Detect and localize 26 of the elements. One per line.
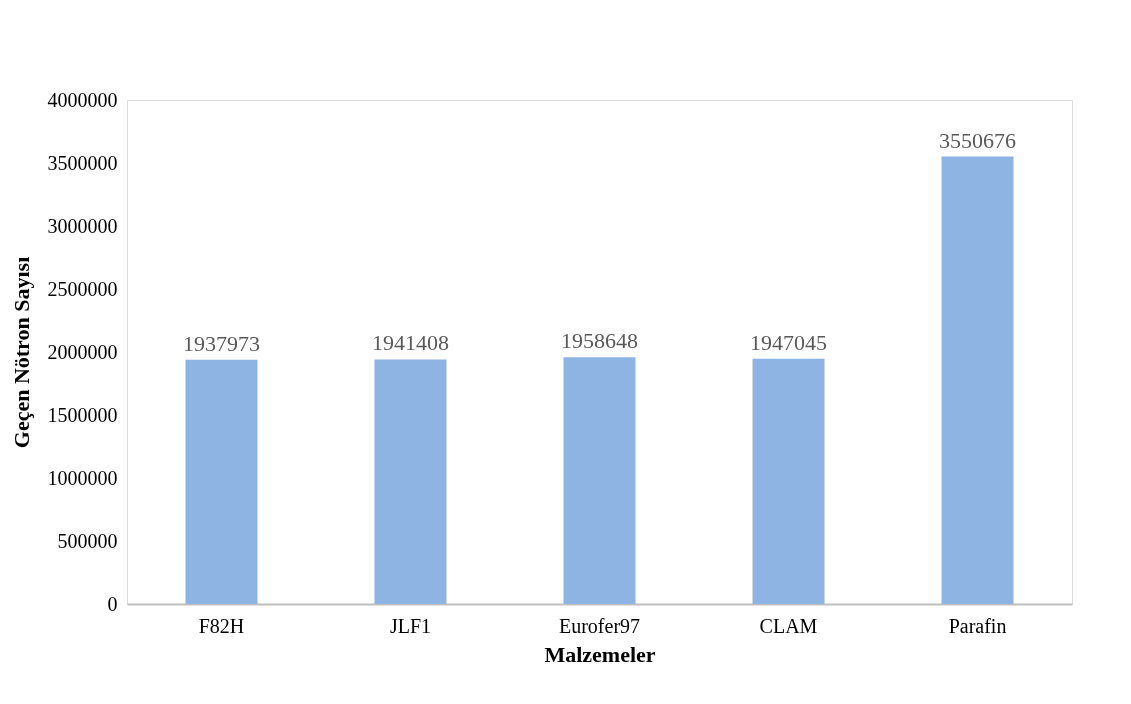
data-label: 1947045 [750, 329, 827, 355]
y-tick-label: 3500000 [47, 151, 118, 174]
x-tick-label: Eurofer97 [558, 614, 641, 637]
bar [941, 156, 1014, 604]
y-tick-label: 1500000 [47, 403, 118, 426]
data-label: 1937973 [183, 330, 260, 356]
x-tick-label: JLF1 [389, 614, 432, 637]
x-tick-label: Parafin [948, 614, 1007, 637]
y-tick-label: 500000 [57, 529, 118, 552]
bar [374, 359, 447, 604]
bar [752, 358, 825, 604]
y-tick-label: 4000000 [47, 88, 118, 111]
y-tick-label: 3000000 [47, 214, 118, 237]
x-tick-label: F82H [198, 614, 245, 637]
y-tick-label: 2000000 [47, 340, 118, 363]
x-axis-title: Malzemeler [544, 641, 656, 667]
y-tick-label: 0 [107, 592, 118, 615]
y-tick-label: 1000000 [47, 466, 118, 489]
x-tick-label: CLAM [759, 614, 818, 637]
data-label: 1941408 [372, 330, 449, 356]
data-label: 1958648 [561, 328, 638, 354]
bar [563, 357, 636, 604]
y-tick-label: 2500000 [47, 277, 118, 300]
bar [185, 359, 258, 604]
y-axis-title: Geçen Nötron Sayısı [8, 256, 34, 449]
data-label: 3550676 [939, 127, 1016, 153]
